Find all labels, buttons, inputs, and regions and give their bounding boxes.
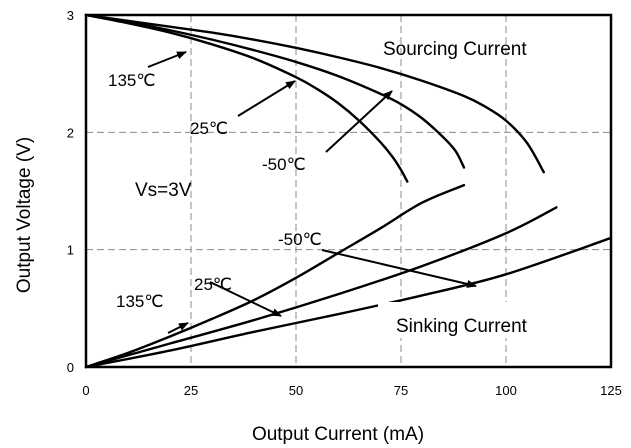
annotation-sourcing-current: Sourcing Current xyxy=(383,39,527,60)
x-tick-labels: 0 25 50 75 100 125 xyxy=(82,383,621,398)
arrow-sinking-135c xyxy=(167,322,189,334)
annotation-sinking-minus50c: -50℃ xyxy=(278,230,322,249)
x-tick-label: 25 xyxy=(184,383,198,398)
sinking-curve-25c xyxy=(84,206,558,369)
plot-frame xyxy=(84,13,613,369)
x-tick-label: 100 xyxy=(495,383,517,398)
y-tick-label: 3 xyxy=(67,8,74,23)
series-layer xyxy=(84,13,613,369)
sinking-curve-135c xyxy=(84,183,466,369)
arrow-sourcing-minus50c xyxy=(325,90,393,153)
annotation-sourcing-135c: 135℃ xyxy=(108,71,155,90)
y-tick-label: 1 xyxy=(67,243,74,258)
x-axis-label: Output Current (mA) xyxy=(252,424,424,445)
annotation-vs: Vs=3V xyxy=(135,180,192,201)
arrow-sinking-minus50c xyxy=(321,249,477,288)
x-tick-label: 125 xyxy=(600,383,622,398)
y-tick-label: 2 xyxy=(67,125,74,140)
sourcing-curve-135c xyxy=(84,13,409,183)
annotation-sourcing-25c: 25℃ xyxy=(190,119,228,138)
sinking-label-background xyxy=(378,302,578,338)
x-tick-label: 0 xyxy=(82,383,89,398)
arrow-sinking-25c xyxy=(209,281,282,317)
annotation-sinking-25c: 25℃ xyxy=(194,275,232,294)
y-tick-label: 0 xyxy=(67,360,74,375)
y-axis-label: Output Voltage (V) xyxy=(14,137,35,293)
sinking-curve-minus50c xyxy=(84,236,613,369)
annotation-sourcing-minus50c: -50℃ xyxy=(262,155,306,174)
arrow-sourcing-135c xyxy=(147,51,187,68)
annotation-arrows xyxy=(147,51,477,334)
sourcing-curve-25c xyxy=(84,13,466,169)
x-tick-label: 50 xyxy=(289,383,303,398)
annotation-sinking-135c: 135℃ xyxy=(116,292,163,311)
arrow-sourcing-25c xyxy=(237,80,296,117)
y-tick-labels: 0 1 2 3 xyxy=(67,8,74,375)
x-tick-label: 75 xyxy=(394,383,408,398)
sourcing-curve-minus50c xyxy=(84,13,545,174)
annotation-sinking-current: Sinking Current xyxy=(396,316,528,337)
